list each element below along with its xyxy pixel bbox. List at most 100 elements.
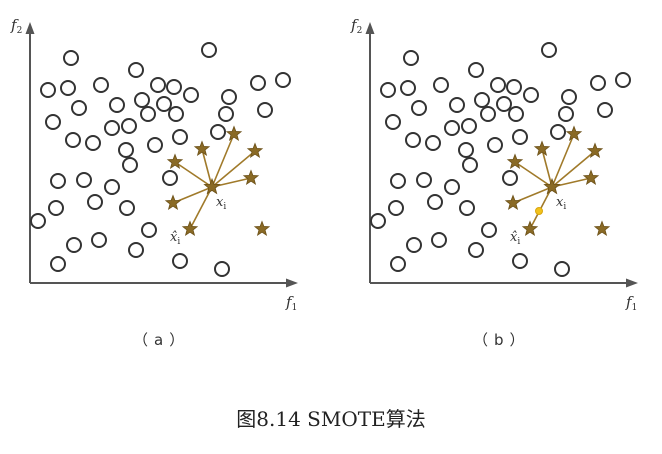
panel-label: （b） — [473, 331, 531, 349]
minority-sample — [193, 140, 211, 156]
majority-sample — [104, 120, 120, 136]
majority-sample — [416, 172, 432, 188]
minority-sample — [586, 142, 604, 158]
majority-sample — [221, 89, 237, 105]
figure-caption: 图8.14 SMOTE算法 — [236, 407, 426, 431]
majority-sample — [431, 232, 447, 248]
minority-sample — [181, 220, 199, 236]
majority-sample — [65, 132, 81, 148]
majority-sample — [45, 114, 61, 130]
majority-sample — [590, 75, 606, 91]
majority-sample — [141, 222, 157, 238]
majority-sample — [162, 170, 178, 186]
center-label: xi — [556, 195, 566, 212]
majority-sample — [128, 62, 144, 78]
minority-sample — [225, 125, 243, 141]
minority-sample — [504, 194, 522, 210]
majority-sample — [490, 77, 506, 93]
minority-sample — [582, 169, 600, 185]
majority-sample — [541, 42, 557, 58]
neighbor-link — [514, 161, 553, 188]
majority-sample — [166, 79, 182, 95]
majority-sample — [550, 124, 566, 140]
center-label: xi — [216, 195, 226, 212]
majority-sample — [508, 106, 524, 122]
minority-sample — [565, 125, 583, 141]
neighbor-link — [201, 148, 213, 188]
majority-sample — [444, 179, 460, 195]
majority-sample — [615, 72, 631, 88]
majority-sample — [201, 42, 217, 58]
majority-sample — [523, 87, 539, 103]
minority-sample — [166, 153, 184, 169]
majority-sample — [87, 194, 103, 210]
majority-sample — [468, 62, 484, 78]
majority-sample — [104, 179, 120, 195]
majority-sample — [183, 87, 199, 103]
majority-sample — [444, 120, 460, 136]
majority-sample — [496, 96, 512, 112]
majority-sample — [487, 137, 503, 153]
majority-sample — [168, 106, 184, 122]
majority-sample — [66, 237, 82, 253]
majority-sample — [218, 106, 234, 122]
majority-sample — [85, 135, 101, 151]
majority-sample — [118, 142, 134, 158]
majority-sample — [459, 200, 475, 216]
neighbor-link — [174, 161, 213, 188]
majority-sample — [128, 242, 144, 258]
majority-sample — [50, 173, 66, 189]
majority-sample — [134, 92, 150, 108]
majority-sample — [558, 106, 574, 122]
majority-sample — [461, 118, 477, 134]
majority-sample — [385, 114, 401, 130]
neighbor-label: x̂i — [510, 230, 520, 247]
majority-sample — [257, 102, 273, 118]
neighbor-link — [551, 150, 596, 188]
majority-sample — [462, 157, 478, 173]
neighbor-link — [541, 148, 553, 188]
majority-sample — [275, 72, 291, 88]
majority-sample — [561, 89, 577, 105]
majority-sample — [109, 97, 125, 113]
majority-sample — [406, 237, 422, 253]
majority-sample — [427, 194, 443, 210]
majority-sample — [388, 200, 404, 216]
x-axis-label: f1 — [625, 293, 637, 313]
majority-sample — [93, 77, 109, 93]
neighbor-link — [211, 150, 256, 188]
minority-sample — [246, 142, 264, 158]
minority-sample — [506, 153, 524, 169]
neighbor-link — [189, 186, 213, 230]
majority-sample — [63, 50, 79, 66]
neighbor-label: x̂i — [170, 230, 180, 247]
panel-label: （a） — [133, 331, 190, 349]
majority-sample — [122, 157, 138, 173]
x-axis-arrow — [286, 278, 298, 288]
majority-sample — [468, 242, 484, 258]
majority-sample — [40, 82, 56, 98]
majority-sample — [172, 253, 188, 269]
panel-b: f2 f1 xi x̂i （b） — [350, 16, 638, 349]
majority-sample — [370, 213, 386, 229]
majority-sample — [380, 82, 396, 98]
majority-sample — [156, 96, 172, 112]
majority-sample — [597, 102, 613, 118]
majority-sample — [390, 256, 406, 272]
majority-sample — [512, 253, 528, 269]
majority-sample — [48, 200, 64, 216]
neighbor-link — [211, 133, 235, 188]
majority-sample — [210, 124, 226, 140]
majority-sample — [30, 213, 46, 229]
majority-sample — [147, 137, 163, 153]
majority-sample — [449, 97, 465, 113]
center-sample — [543, 177, 561, 195]
synthetic-sample — [535, 207, 543, 215]
majority-sample — [458, 142, 474, 158]
majority-sample — [76, 172, 92, 188]
majority-sample — [390, 173, 406, 189]
y-axis-label: f2 — [350, 16, 362, 36]
majority-sample — [91, 232, 107, 248]
majority-sample — [474, 92, 490, 108]
